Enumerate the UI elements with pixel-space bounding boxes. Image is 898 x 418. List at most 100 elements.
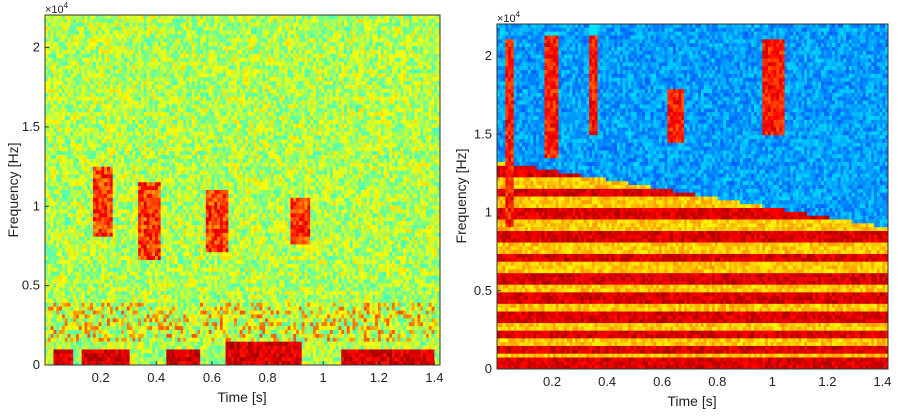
heatmap-cell: [121, 236, 125, 242]
heatmap-cell: [53, 322, 57, 327]
heatmap-cell: [87, 15, 91, 20]
heatmap-cell: [118, 81, 122, 86]
heatmap-cell: [101, 225, 105, 230]
heatmap-cell: [107, 135, 111, 141]
heatmap-cell: [50, 178, 55, 183]
heatmap-cell: [112, 267, 117, 273]
heatmap-cell: [90, 73, 94, 78]
heatmap-cell: [81, 279, 86, 284]
heatmap-cell: [56, 96, 60, 102]
heatmap-cell: [53, 73, 57, 78]
heatmap-cell: [84, 108, 88, 113]
heatmap-cell: [90, 42, 94, 47]
heatmap-cell: [121, 123, 125, 129]
heatmap-cell: [81, 100, 86, 106]
heatmap-cell: [73, 22, 77, 28]
heatmap-cell: [107, 295, 111, 300]
heatmap-cell: [53, 104, 57, 109]
heatmap-cell: [47, 252, 52, 257]
heatmap-cell: [50, 291, 55, 296]
heatmap-cell: [121, 275, 125, 281]
heatmap-cell: [118, 127, 122, 133]
heatmap-cell: [115, 314, 119, 319]
heatmap-cell: [45, 170, 49, 176]
heatmap-cell: [53, 178, 57, 183]
heatmap-cell: [84, 166, 88, 172]
heatmap-cell: [61, 73, 66, 78]
heatmap-cell: [132, 38, 136, 43]
heatmap-cell: [70, 170, 74, 176]
heatmap-cell: [124, 333, 128, 339]
heatmap-cell: [112, 30, 117, 36]
heatmap-cell: [61, 53, 66, 59]
heatmap-cell: [78, 26, 83, 32]
heatmap-cell: [45, 275, 49, 281]
heatmap-cell: [101, 139, 105, 144]
heatmap-cell: [118, 236, 122, 242]
heatmap-cell: [47, 217, 52, 222]
heatmap-cell: [132, 256, 136, 261]
heatmap-cell: [73, 260, 77, 265]
heatmap-cell: [81, 193, 86, 199]
heatmap-cell: [84, 279, 88, 284]
heatmap-cell: [115, 139, 119, 144]
heatmap-cell: [124, 193, 128, 199]
heatmap-cell: [53, 353, 57, 358]
heatmap-cell: [47, 158, 52, 164]
heatmap-cell: [109, 190, 114, 195]
heatmap-cell: [92, 318, 97, 323]
heatmap-cell: [98, 96, 103, 102]
heatmap-cell: [70, 271, 74, 277]
heatmap-cell: [76, 252, 80, 257]
heatmap-cell: [78, 65, 83, 71]
heatmap-cell: [50, 147, 55, 152]
heatmap-cell: [76, 333, 80, 339]
heatmap-cell: [121, 120, 125, 125]
heatmap-cell: [92, 53, 97, 59]
heatmap-cell: [92, 267, 97, 273]
heatmap-cell: [70, 81, 74, 86]
heatmap-cell: [132, 244, 136, 249]
heatmap-cell: [70, 291, 74, 296]
heatmap-cell: [59, 353, 63, 358]
heatmap-cell: [56, 248, 60, 253]
heatmap-cell: [53, 341, 57, 347]
heatmap-cell: [90, 337, 94, 343]
heatmap-cell: [109, 240, 114, 246]
heatmap-cell: [95, 193, 100, 199]
heatmap-cell: [115, 279, 119, 284]
heatmap-cell: [64, 30, 69, 36]
heatmap-cell: [132, 310, 136, 316]
heatmap-cell: [107, 256, 111, 261]
heatmap-cell: [129, 236, 134, 242]
heatmap-cell: [95, 116, 100, 121]
heatmap-cell: [98, 330, 103, 335]
heatmap-cell: [121, 65, 125, 71]
heatmap-cell: [109, 193, 114, 199]
heatmap-cell: [45, 353, 49, 358]
heatmap-cell: [87, 267, 91, 273]
heatmap-cell: [126, 283, 131, 288]
heatmap-cell: [84, 225, 88, 230]
heatmap-cell: [87, 306, 91, 312]
heatmap-cell: [115, 221, 119, 226]
heatmap-cell: [81, 318, 86, 323]
heatmap-cell: [112, 123, 117, 129]
heatmap-cell: [112, 236, 117, 242]
heatmap-cell: [118, 283, 122, 288]
heatmap-cell: [73, 38, 77, 43]
heatmap-cell: [109, 85, 114, 90]
heatmap-cell: [126, 81, 131, 86]
heatmap-cell: [126, 147, 131, 152]
heatmap-cell: [124, 143, 128, 148]
heatmap-cell: [90, 162, 94, 168]
heatmap-cell: [124, 61, 128, 67]
heatmap-cell: [67, 155, 71, 160]
heatmap-cell: [47, 104, 52, 109]
heatmap-cell: [53, 81, 57, 86]
heatmap-cell: [84, 151, 88, 156]
heatmap-cell: [126, 120, 131, 125]
heatmap-cell: [95, 228, 100, 234]
heatmap-cell: [59, 197, 63, 203]
heatmap-cell: [92, 108, 97, 113]
